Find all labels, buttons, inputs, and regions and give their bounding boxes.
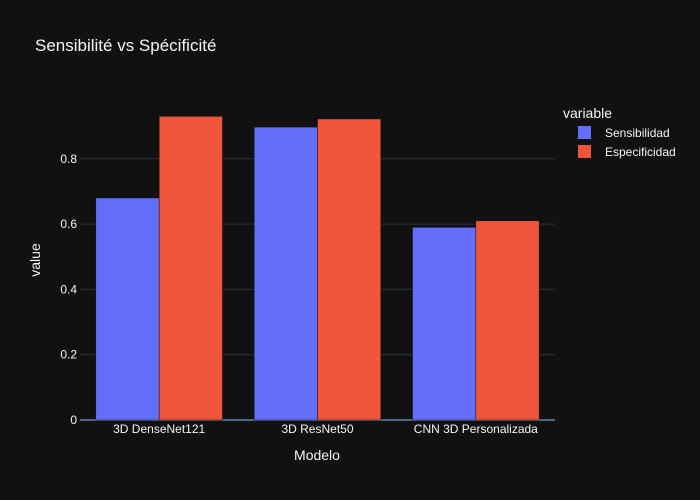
bar-sensibilidad-0: [95, 197, 160, 421]
legend-label: Sensibilidad: [605, 126, 670, 140]
y-tick-label: 0: [70, 413, 77, 427]
legend-swatch: [578, 126, 591, 139]
legend-title: variable: [563, 105, 612, 121]
y-tick-label: 0.4: [60, 282, 77, 296]
x-axis-title: Modelo: [294, 447, 340, 463]
legend: variable Sensibilidad Especificidad: [563, 105, 676, 159]
x-tick-label: 3D ResNet50: [281, 422, 353, 436]
y-tick-label: 0.6: [60, 217, 77, 231]
legend-items: Sensibilidad Especificidad: [578, 126, 676, 159]
bars: [95, 116, 540, 421]
x-axis-ticks: 3D DenseNet121 3D ResNet50 CNN 3D Personal…: [113, 422, 538, 436]
legend-label: Especificidad: [605, 145, 676, 159]
legend-swatch: [578, 145, 591, 158]
y-tick-label: 0.8: [60, 152, 77, 166]
x-tick-label: 3D DenseNet121: [113, 422, 205, 436]
bar-sensibilidad-2: [412, 227, 477, 421]
bar-especificidad-0: [158, 116, 223, 421]
bar-especificidad-2: [475, 220, 540, 421]
y-axis-ticks: 0 0.2 0.4 0.6 0.8: [60, 152, 77, 427]
y-axis-title: value: [27, 243, 43, 277]
bar-especificidad-1: [317, 118, 382, 421]
x-tick-label: CNN 3D Personalizada: [414, 422, 538, 436]
y-tick-label: 0.2: [60, 348, 77, 362]
chart-title: Sensibilité vs Spécificité: [35, 36, 216, 55]
bar-sensibilidad-1: [253, 126, 318, 421]
